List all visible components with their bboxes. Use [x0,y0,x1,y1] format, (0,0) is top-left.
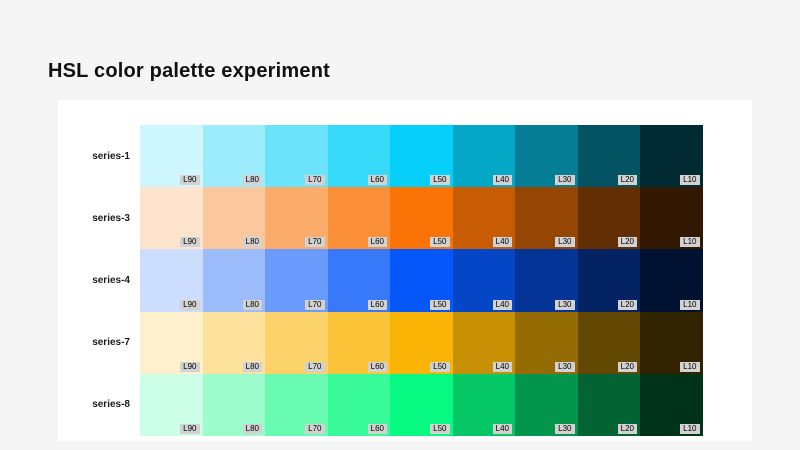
swatch-series-4-L20: L20 [577,249,640,312]
swatch-series-7-L80: L80 [202,311,265,374]
lightness-label: L10 [680,237,700,248]
swatch-series-1-L40: L40 [452,125,515,188]
lightness-label: L10 [680,299,700,310]
lightness-label: L60 [367,423,387,434]
lightness-label: L20 [617,237,637,248]
swatch-series-4-L70: L70 [265,249,328,312]
series-label-series-3: series-3 [92,212,130,224]
swatch-series-8-L60: L60 [327,373,390,436]
series-label-series-1: series-1 [92,150,130,162]
palette-panel: series-1 L90 L80 L70 L60 L50 L40 L30 L20 L10 serie… [58,100,752,441]
lightness-label: L30 [555,299,575,310]
lightness-label: L20 [617,175,637,186]
lightness-label: L70 [305,299,325,310]
lightness-label: L50 [430,361,450,372]
swatch-series-1-L50: L50 [390,125,453,188]
series-label-series-8: series-8 [92,399,130,411]
swatch-series-1-L90: L90 [140,125,203,188]
swatch-series-1-L60: L60 [327,125,390,188]
swatch-series-1-L80: L80 [202,125,265,188]
swatch-series-7-L10: L10 [640,311,703,374]
lightness-label: L80 [242,237,262,248]
lightness-label: L30 [555,361,575,372]
swatch-series-3-L50: L50 [390,187,453,250]
lightness-label: L20 [617,423,637,434]
swatch-series-7-L60: L60 [327,311,390,374]
lightness-label: L40 [492,361,512,372]
swatch-series-4-L10: L10 [640,249,703,312]
lightness-label: L60 [367,175,387,186]
lightness-label: L90 [180,175,200,186]
swatch-series-8-L40: L40 [452,373,515,436]
swatch-series-3-L70: L70 [265,187,328,250]
swatch-series-4-L40: L40 [452,249,515,312]
swatch-series-8-L20: L20 [577,373,640,436]
palette-grid: series-1 L90 L80 L70 L60 L50 L40 L30 L20 L10 serie… [58,125,703,436]
lightness-label: L80 [242,175,262,186]
lightness-label: L10 [680,361,700,372]
swatch-series-4-L60: L60 [327,249,390,312]
lightness-label: L60 [367,299,387,310]
swatch-series-7-L70: L70 [265,311,328,374]
lightness-label: L80 [242,423,262,434]
swatch-series-8-L50: L50 [390,373,453,436]
swatch-series-7-L50: L50 [390,311,453,374]
lightness-label: L80 [242,299,262,310]
lightness-label: L20 [617,361,637,372]
series-label-series-7: series-7 [92,337,130,349]
swatch-series-8-L90: L90 [140,373,203,436]
swatch-series-3-L80: L80 [202,187,265,250]
swatch-series-3-L10: L10 [640,187,703,250]
lightness-label: L40 [492,423,512,434]
swatch-series-3-L60: L60 [327,187,390,250]
swatch-series-8-L80: L80 [202,373,265,436]
lightness-label: L90 [180,237,200,248]
swatch-series-3-L30: L30 [515,187,578,250]
lightness-label: L50 [430,299,450,310]
swatch-series-1-L30: L30 [515,125,578,188]
swatch-series-3-L90: L90 [140,187,203,250]
swatch-series-4-L50: L50 [390,249,453,312]
swatch-series-7-L40: L40 [452,311,515,374]
lightness-label: L20 [617,299,637,310]
lightness-label: L50 [430,423,450,434]
lightness-label: L80 [242,361,262,372]
lightness-label: L90 [180,361,200,372]
series-label-series-4: series-4 [92,274,130,286]
swatch-series-1-L10: L10 [640,125,703,188]
lightness-label: L60 [367,237,387,248]
swatch-series-7-L90: L90 [140,311,203,374]
lightness-label: L70 [305,361,325,372]
lightness-label: L10 [680,423,700,434]
lightness-label: L40 [492,175,512,186]
swatch-series-4-L80: L80 [202,249,265,312]
swatch-series-4-L90: L90 [140,249,203,312]
lightness-label: L30 [555,423,575,434]
swatch-series-3-L40: L40 [452,187,515,250]
swatch-series-7-L30: L30 [515,311,578,374]
lightness-label: L50 [430,175,450,186]
lightness-label: L40 [492,299,512,310]
lightness-label: L60 [367,361,387,372]
lightness-label: L10 [680,175,700,186]
swatch-series-8-L30: L30 [515,373,578,436]
swatch-series-7-L20: L20 [577,311,640,374]
lightness-label: L50 [430,237,450,248]
lightness-label: L40 [492,237,512,248]
lightness-label: L70 [305,237,325,248]
lightness-label: L70 [305,423,325,434]
page-title: HSL color palette experiment [48,60,330,82]
lightness-label: L30 [555,237,575,248]
lightness-label: L90 [180,423,200,434]
swatch-series-8-L70: L70 [265,373,328,436]
swatch-series-8-L10: L10 [640,373,703,436]
lightness-label: L90 [180,299,200,310]
swatch-series-4-L30: L30 [515,249,578,312]
swatch-series-1-L20: L20 [577,125,640,188]
lightness-label: L30 [555,175,575,186]
swatch-series-3-L20: L20 [577,187,640,250]
swatch-series-1-L70: L70 [265,125,328,188]
lightness-label: L70 [305,175,325,186]
